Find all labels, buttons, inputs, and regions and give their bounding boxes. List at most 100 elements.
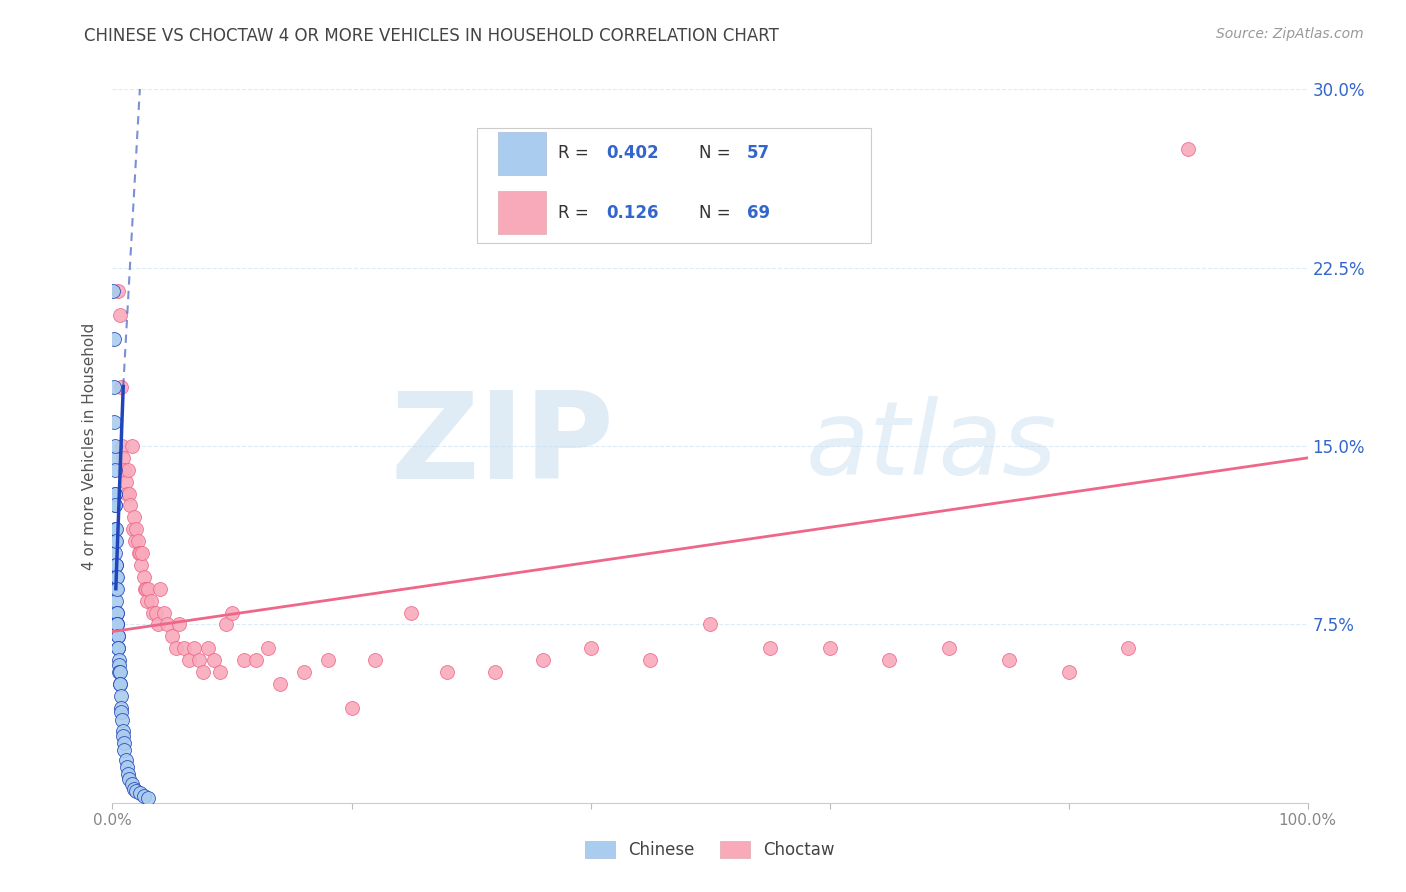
- Point: [162, 629, 183, 643]
- Text: 69: 69: [747, 203, 770, 221]
- Point: [879, 653, 901, 667]
- Point: [105, 558, 128, 572]
- Point: [112, 736, 135, 750]
- Point: [938, 641, 960, 656]
- Point: [269, 677, 291, 691]
- Point: [105, 606, 128, 620]
- Text: 0.402: 0.402: [606, 145, 658, 162]
- Point: [108, 308, 131, 322]
- Point: [138, 582, 160, 596]
- Point: [103, 285, 125, 299]
- Point: [110, 689, 132, 703]
- Point: [120, 499, 142, 513]
- Point: [129, 786, 152, 800]
- Point: [105, 593, 128, 607]
- Point: [1177, 142, 1199, 156]
- Point: [129, 546, 152, 560]
- Point: [121, 522, 143, 536]
- Point: [145, 606, 167, 620]
- Point: [165, 641, 187, 656]
- Text: N =: N =: [699, 145, 737, 162]
- Point: [640, 653, 662, 667]
- Point: [103, 463, 125, 477]
- Point: [114, 743, 135, 757]
- Point: [121, 777, 143, 791]
- Point: [104, 522, 127, 536]
- Point: [579, 641, 602, 656]
- Point: [202, 653, 225, 667]
- Point: [110, 706, 132, 720]
- Point: [197, 641, 219, 656]
- Point: [1118, 641, 1140, 656]
- Point: [998, 653, 1021, 667]
- Point: [209, 665, 232, 679]
- Point: [105, 570, 128, 584]
- Point: [112, 450, 135, 465]
- Point: [105, 534, 128, 549]
- Point: [115, 760, 138, 774]
- Point: [531, 653, 554, 667]
- Point: [118, 772, 141, 786]
- Point: [115, 486, 138, 500]
- Point: [103, 332, 125, 346]
- Point: [340, 700, 363, 714]
- Point: [153, 606, 176, 620]
- Point: [122, 781, 145, 796]
- Point: [401, 606, 423, 620]
- Point: [107, 617, 129, 632]
- Point: [107, 653, 129, 667]
- Point: [108, 677, 131, 691]
- Point: [105, 617, 128, 632]
- Point: [136, 593, 159, 607]
- Point: [103, 415, 125, 429]
- FancyBboxPatch shape: [499, 132, 547, 175]
- Point: [245, 653, 267, 667]
- Point: [111, 713, 134, 727]
- Point: [193, 665, 215, 679]
- Point: [117, 463, 139, 477]
- Point: [118, 486, 141, 500]
- Point: [128, 546, 150, 560]
- Point: [104, 499, 127, 513]
- Text: R =: R =: [558, 203, 599, 221]
- Point: [125, 784, 148, 798]
- Point: [177, 653, 200, 667]
- Y-axis label: 4 or more Vehicles in Household: 4 or more Vehicles in Household: [82, 322, 97, 570]
- Point: [104, 534, 127, 549]
- Text: Source: ZipAtlas.com: Source: ZipAtlas.com: [1216, 27, 1364, 41]
- Point: [105, 617, 128, 632]
- Point: [110, 379, 132, 393]
- Point: [183, 641, 205, 656]
- Point: [105, 570, 128, 584]
- Text: 0.126: 0.126: [606, 203, 658, 221]
- Point: [107, 285, 129, 299]
- Point: [129, 558, 152, 572]
- Text: R =: R =: [558, 145, 595, 162]
- Point: [138, 791, 160, 805]
- Point: [316, 653, 339, 667]
- Point: [215, 617, 238, 632]
- Point: [104, 558, 127, 572]
- Text: ZIP: ZIP: [391, 387, 614, 505]
- Point: [104, 439, 127, 453]
- Point: [105, 582, 128, 596]
- Point: [257, 641, 280, 656]
- Point: [169, 617, 191, 632]
- Point: [117, 767, 139, 781]
- Text: N =: N =: [699, 203, 737, 221]
- Point: [173, 641, 195, 656]
- Point: [759, 641, 782, 656]
- Point: [127, 534, 149, 549]
- Point: [142, 606, 165, 620]
- Point: [111, 439, 134, 453]
- Point: [132, 789, 155, 803]
- Point: [818, 641, 841, 656]
- Point: [104, 522, 127, 536]
- Point: [125, 522, 148, 536]
- Point: [107, 641, 129, 656]
- Point: [103, 450, 125, 465]
- Point: [110, 677, 132, 691]
- Text: atlas: atlas: [806, 396, 1057, 496]
- Point: [135, 582, 157, 596]
- Point: [122, 510, 145, 524]
